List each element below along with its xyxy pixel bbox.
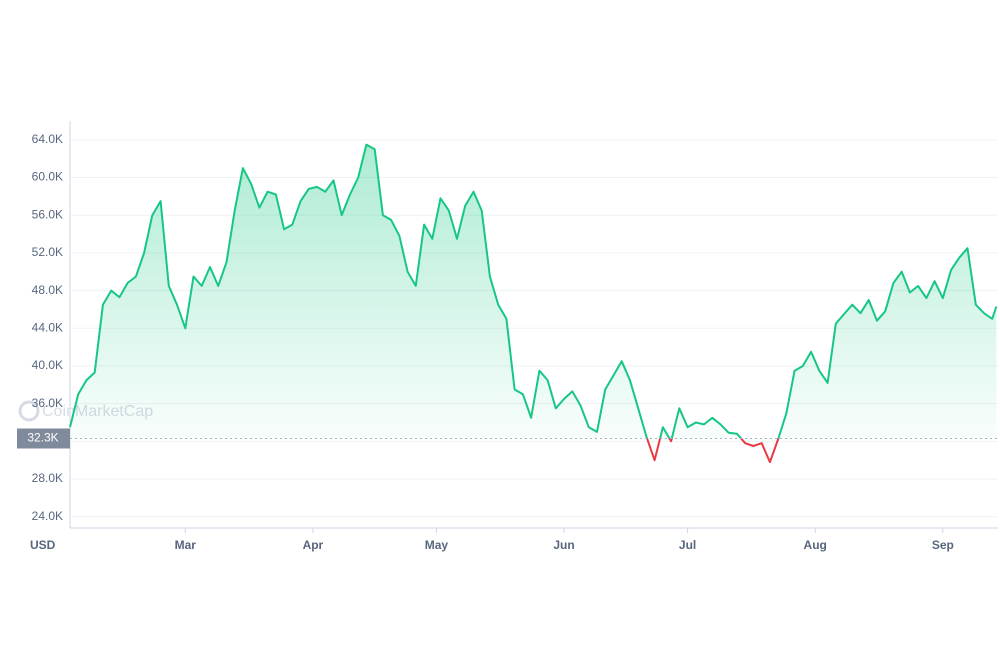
y-tick-label: 40.0K	[32, 358, 63, 372]
y-axis-unit: USD	[30, 538, 56, 552]
x-tick-label: Apr	[303, 538, 324, 552]
x-tick-label: Jun	[553, 538, 574, 552]
y-tick-label: 56.0K	[32, 207, 63, 221]
x-tick-label: Aug	[804, 538, 827, 552]
y-tick-label: 48.0K	[32, 283, 63, 297]
y-tick-label: 52.0K	[32, 245, 63, 259]
y-tick-label: 28.0K	[32, 471, 63, 485]
y-tick-label: 60.0K	[32, 170, 63, 184]
y-tick-label: 24.0K	[32, 509, 63, 523]
y-tick-label: 44.0K	[32, 320, 63, 334]
x-tick-label: May	[425, 538, 449, 552]
price-line	[69, 143, 998, 464]
x-tick-label: Jul	[679, 538, 696, 552]
baseline-label-box	[17, 428, 70, 449]
baseline-label: 32.3K	[27, 431, 58, 445]
area-fill	[70, 144, 997, 463]
watermark-logo	[18, 400, 40, 422]
y-tick-label: 64.0K	[32, 132, 63, 146]
x-tick-label: Sep	[932, 538, 954, 552]
y-tick-label: 36.0K	[32, 396, 63, 410]
x-tick-label: Mar	[175, 538, 197, 552]
